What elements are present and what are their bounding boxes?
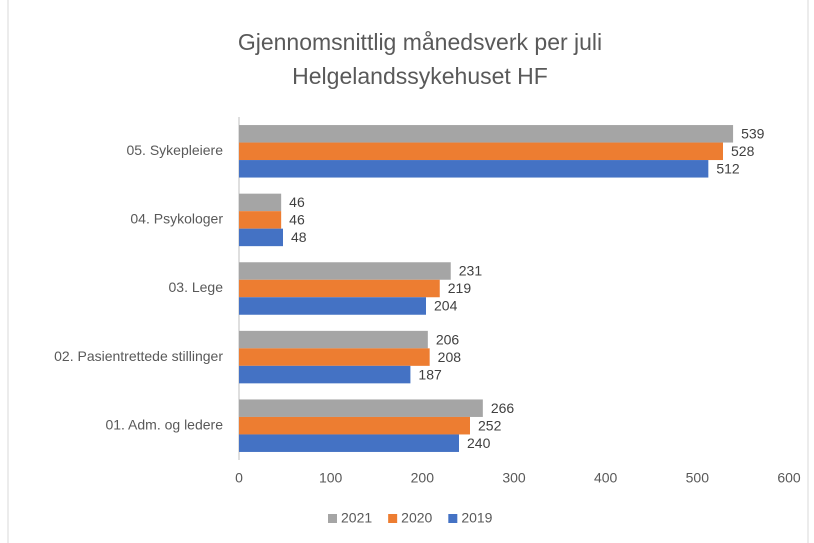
y-tick-label: 02. Pasientrettede stillinger xyxy=(54,348,223,364)
bar xyxy=(239,262,451,280)
data-label: 252 xyxy=(478,417,502,433)
data-label: 219 xyxy=(448,280,472,296)
legend-swatch xyxy=(388,514,398,523)
bar xyxy=(239,228,283,247)
y-tick-label: 05. Sykepleiere xyxy=(126,142,223,158)
x-tick-label: 100 xyxy=(319,470,343,486)
bar xyxy=(239,330,428,349)
bar xyxy=(239,365,411,384)
data-label: 231 xyxy=(459,263,483,279)
x-tick-label: 300 xyxy=(502,470,526,486)
data-label: 539 xyxy=(741,126,765,142)
legend-label: 2021 xyxy=(341,510,372,526)
y-tick-label: 01. Adm. og ledere xyxy=(105,416,223,432)
data-label: 240 xyxy=(467,435,491,451)
data-label: 266 xyxy=(491,400,515,416)
bar xyxy=(239,434,459,452)
data-label: 528 xyxy=(731,143,755,159)
bar xyxy=(239,142,723,161)
data-label: 48 xyxy=(291,229,307,245)
bar xyxy=(239,399,483,417)
x-tick-label: 200 xyxy=(411,470,435,486)
data-label: 46 xyxy=(289,212,305,228)
x-tick-label: 500 xyxy=(686,470,710,486)
data-label: 208 xyxy=(438,349,462,365)
bar xyxy=(239,297,426,315)
y-tick-label: 03. Lege xyxy=(169,279,224,295)
bar xyxy=(239,211,282,229)
legend-swatch xyxy=(448,514,458,523)
data-label: 187 xyxy=(418,366,442,382)
x-tick-label: 0 xyxy=(235,470,243,486)
bar xyxy=(239,348,430,366)
legend-label: 2019 xyxy=(461,510,492,526)
bar xyxy=(239,279,440,298)
bar xyxy=(239,416,470,435)
data-label: 206 xyxy=(436,331,460,347)
legend-swatch xyxy=(328,514,337,523)
x-tick-label: 400 xyxy=(594,470,618,486)
chart-title: Helgelandssykehuset HF xyxy=(292,63,548,89)
x-tick-label: 600 xyxy=(777,470,801,486)
data-label: 512 xyxy=(716,161,740,177)
chart-title: Gjennomsnittlig månedsverk per juli xyxy=(238,29,602,55)
legend-label: 2020 xyxy=(401,510,432,526)
bar xyxy=(239,160,709,178)
y-tick-label: 04. Psykologer xyxy=(130,211,223,227)
bar xyxy=(239,193,282,212)
bar xyxy=(239,125,734,143)
data-label: 46 xyxy=(289,194,305,210)
data-label: 204 xyxy=(434,298,458,314)
